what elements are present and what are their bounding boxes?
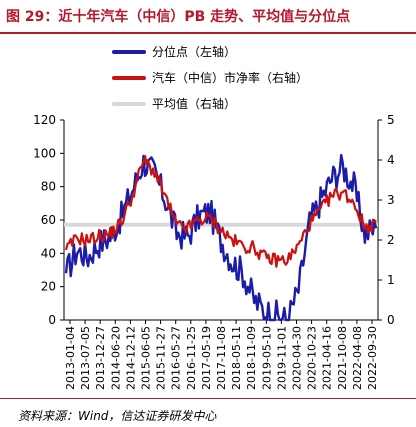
legend-swatch-pb <box>112 76 146 80</box>
x-tick-label: 2013-07-05 <box>79 326 92 390</box>
y-left-tick-label: 80 <box>41 180 56 194</box>
y-right-tick-label: 4 <box>387 153 395 167</box>
y-right-tick-label: 0 <box>387 313 395 327</box>
legend-label-pb: 汽车（中信）市净率（右轴） <box>152 71 309 85</box>
x-tick-label: 2016-05-27 <box>170 326 183 390</box>
figure-title-bar: 图 29：近十年汽车（中信）PB 走势、平均值与分位点 <box>0 0 416 34</box>
x-tick-label: 2018-05-11 <box>230 326 243 390</box>
y-right-tick-label: 1 <box>387 273 395 287</box>
y-left-tick-label: 120 <box>33 113 56 127</box>
x-tick-label: 2015-11-27 <box>155 326 168 390</box>
y-right-tick-label: 3 <box>387 193 395 207</box>
x-tick-label: 2020-10-23 <box>306 326 319 390</box>
source-note: 资料来源：Wind，信达证券研发中心 <box>18 409 217 423</box>
legend-label-average: 平均值（右轴） <box>152 97 237 111</box>
x-tick-label: 2021-04-16 <box>321 326 334 390</box>
x-tick-label: 2016-11-25 <box>185 326 198 390</box>
y-left-tick-label: 60 <box>41 213 56 227</box>
x-tick-label: 2013-12-27 <box>94 326 107 390</box>
x-tick-label: 2022-04-08 <box>351 326 364 390</box>
legend-swatch-percentile <box>112 50 146 54</box>
x-tick-label: 2013-01-04 <box>64 326 77 390</box>
x-tick-label: 2019-11-01 <box>275 326 288 390</box>
y-right-tick-label: 5 <box>387 113 395 127</box>
pb-chart: 0 20 40 60 80 100 120 0 1 2 3 4 5 2013-01-04 2013-07-0… <box>33 113 395 390</box>
y-left-tick-label: 40 <box>41 246 56 260</box>
y-right-tick-label: 2 <box>387 233 395 247</box>
x-tick-label: 2015-06-05 <box>140 326 153 390</box>
legend-label-percentile: 分位点（左轴） <box>152 45 237 59</box>
x-tick-label: 2021-10-08 <box>336 326 349 390</box>
figure-footer: 资料来源：Wind，信达证券研发中心 <box>0 398 416 427</box>
x-tick-label: 2014-06-20 <box>109 326 122 390</box>
legend-swatch-average <box>112 102 146 106</box>
x-tick-label: 2017-05-19 <box>200 326 213 390</box>
y-left-tick-label: 20 <box>41 280 56 294</box>
x-tick-label: 2017-11-08 <box>215 326 228 390</box>
x-tick-label: 2019-05-10 <box>260 326 273 390</box>
figure-title: 图 29：近十年汽车（中信）PB 走势、平均值与分位点 <box>6 9 351 25</box>
x-tick-label: 2018-11-09 <box>245 326 258 390</box>
y-left-tick-label: 0 <box>48 313 56 327</box>
y-left-tick-label: 100 <box>33 146 56 160</box>
x-tick-label: 2022-09-30 <box>366 326 379 390</box>
x-tick-label: 2020-04-30 <box>291 326 304 390</box>
series-pb-line <box>64 155 377 268</box>
x-tick-label: 2014-12-12 <box>124 326 137 390</box>
